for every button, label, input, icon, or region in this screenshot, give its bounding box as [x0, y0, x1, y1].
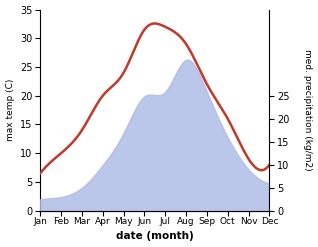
Y-axis label: med. precipitation (kg/m2): med. precipitation (kg/m2)	[303, 49, 313, 171]
Y-axis label: max temp (C): max temp (C)	[5, 79, 15, 141]
X-axis label: date (month): date (month)	[116, 231, 194, 242]
